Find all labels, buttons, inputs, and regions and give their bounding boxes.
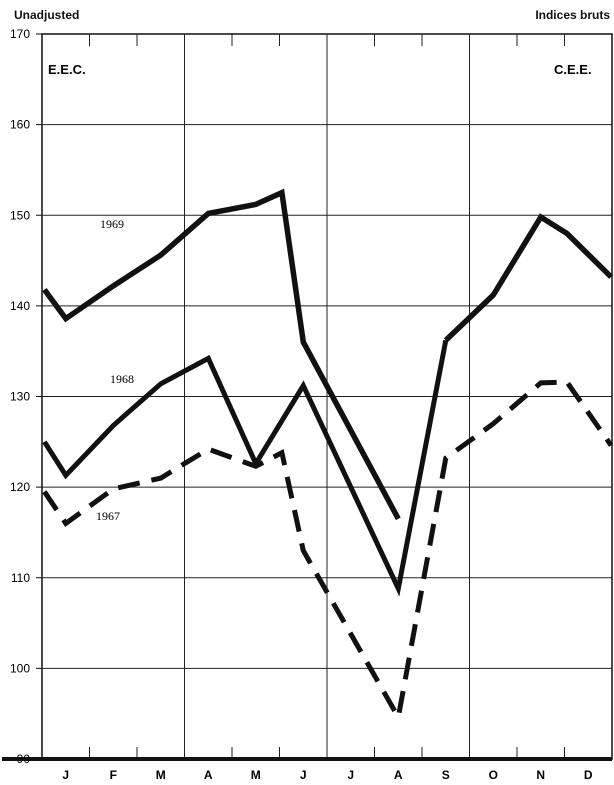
y-tick-label: 120 [10,480,30,494]
series-label-1968: 1968 [110,372,134,386]
y-tick-label: 140 [10,299,30,313]
eec-label: E.E.C. [48,62,86,77]
y-tick-label: 160 [10,118,30,132]
x-tick-label: A [204,768,213,782]
series-label-1969: 1969 [100,217,124,231]
series-label-1967: 1967 [96,509,120,523]
grid-lines [2,33,613,761]
y-tick-label: 90 [17,752,31,766]
series-line-segment-1 [443,213,614,343]
x-tick-label: D [584,768,593,782]
x-tick-label: S [442,768,450,782]
x-tick-label: O [489,768,498,782]
x-tick-label: N [536,768,545,782]
x-tick-label: J [62,768,69,782]
x-tick-label: J [300,768,307,782]
y-tick-label: 150 [10,208,30,222]
y-tick-label: 170 [10,27,30,41]
cee-label: C.E.E. [554,62,592,77]
y-tick-label: 100 [10,661,30,675]
x-tick-label: J [347,768,354,782]
unadjusted-note: Unadjusted [14,8,80,22]
x-tick-label: M [156,768,166,782]
series-line-1967 [42,379,614,725]
x-tick-label: A [394,768,403,782]
series-layer: 1969 1968 1967 [42,188,614,725]
y-tick-label: 130 [10,390,30,404]
x-tick-label: M [251,768,261,782]
indices-bruts-note: Indices bruts [535,8,610,22]
y-tick-label: 110 [11,571,30,585]
y-axis-labels: 90 100 110 120 130 140 150 160 170 [10,27,30,766]
x-tick-label: F [110,768,117,782]
